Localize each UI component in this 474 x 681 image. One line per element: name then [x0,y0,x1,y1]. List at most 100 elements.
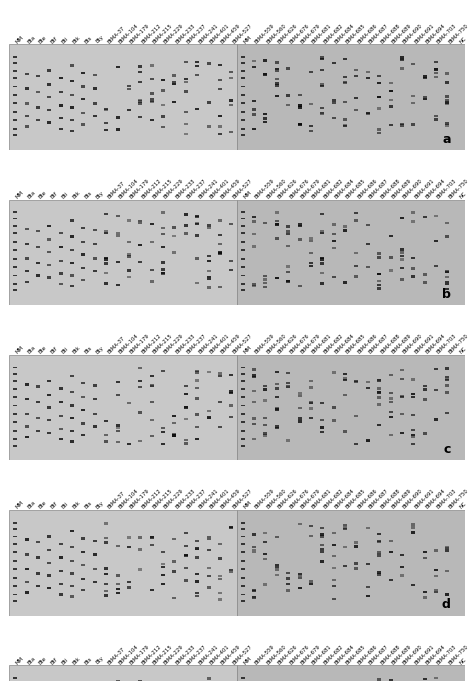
Bar [446,570,449,572]
Bar [138,548,142,551]
Bar [434,114,438,117]
Bar [218,251,222,254]
Bar [411,413,415,416]
Bar [138,386,142,388]
Bar [82,396,85,398]
Bar [161,427,165,429]
Bar [241,535,245,537]
Bar [70,572,74,575]
Text: BtMA-682: BtMA-682 [322,22,344,44]
Bar [82,279,85,281]
Text: BtMA-559: BtMA-559 [254,178,276,200]
Bar [366,563,370,565]
Bar [218,401,222,403]
Text: BtMA-694: BtMA-694 [425,488,447,510]
Bar [150,419,154,422]
Text: BtMA-626: BtMA-626 [277,333,299,355]
Bar [332,419,336,422]
Bar [93,398,97,400]
Bar [47,276,51,279]
Bar [36,246,40,248]
Bar [104,109,108,112]
Bar [434,240,438,242]
Bar [252,376,256,379]
Bar [377,284,381,287]
Text: BtMA-104: BtMA-104 [118,22,139,44]
Bar [104,283,108,285]
Bar [25,228,28,230]
Bar [264,417,267,419]
Bar [161,104,165,106]
Bar [195,257,199,259]
Bar [343,58,347,60]
Bar [13,528,17,530]
Bar [343,281,347,284]
Bar [400,123,404,125]
Bar [70,119,74,121]
Bar [332,101,336,104]
Bar [264,434,267,437]
Text: BtMA-685: BtMA-685 [345,333,367,355]
Bar [82,227,85,229]
Bar [13,266,17,268]
Bar [366,266,370,268]
Bar [377,573,381,575]
Bar [104,567,108,569]
Bar [241,249,245,251]
Bar [411,531,415,534]
Text: BtMA-559: BtMA-559 [254,333,276,355]
Bar [309,407,313,409]
Bar [150,269,154,272]
Bar [423,388,427,391]
Bar [411,429,415,431]
Bar [25,436,28,439]
Text: BtMA-750: BtMA-750 [447,488,469,510]
Bar [127,109,131,111]
Bar [400,59,404,61]
Bar [173,433,176,435]
Bar [343,379,347,381]
Bar [104,541,108,543]
Bar [82,98,85,100]
Bar [59,415,63,417]
Text: BtMA-689: BtMA-689 [391,644,412,665]
Text: MM: MM [243,189,253,200]
Bar [400,266,404,269]
Bar [252,597,256,599]
Bar [320,112,324,115]
Bar [423,273,427,276]
Bar [241,283,245,285]
Bar [93,553,97,556]
Bar [127,545,131,548]
Bar [138,568,142,571]
Bar [355,219,358,221]
Bar [355,69,358,72]
Bar [161,246,165,249]
Bar [138,537,142,539]
Bar [286,281,290,283]
Text: Btf: Btf [49,346,58,355]
Text: MM: MM [243,345,253,355]
Bar [13,56,17,58]
Bar [389,124,392,127]
Bar [218,592,222,594]
Bar [13,594,17,595]
Bar [93,74,97,76]
Bar [298,395,301,397]
Bar [13,560,17,562]
Bar [70,440,74,443]
Bar [184,225,188,227]
Text: BtMA-687: BtMA-687 [368,644,390,665]
Bar [264,275,267,277]
Text: BtMA-684: BtMA-684 [334,22,356,44]
Bar [13,405,17,407]
Bar [59,556,63,558]
Text: BtMA-212: BtMA-212 [140,333,162,355]
Bar [241,585,245,587]
Bar [104,272,108,274]
Text: BtMA-681: BtMA-681 [311,22,333,44]
Bar [82,253,85,255]
Bar [195,548,199,550]
Bar [161,443,165,445]
Text: BtMA-560: BtMA-560 [265,644,287,665]
